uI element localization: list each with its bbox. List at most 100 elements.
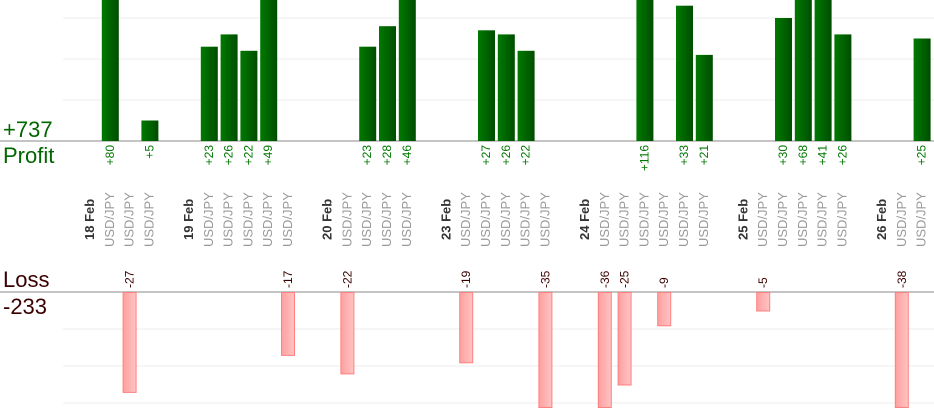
profit-bar xyxy=(379,26,396,142)
date-label: 26 Feb xyxy=(874,199,889,240)
profit-bar xyxy=(676,5,693,142)
pair-label: USD/JPY xyxy=(122,192,137,247)
profit-bar xyxy=(240,50,258,141)
profit-bar xyxy=(497,34,515,141)
profit-bar xyxy=(141,120,159,141)
pair-label: USD/JPY xyxy=(894,192,909,247)
pair-label: USD/JPY xyxy=(795,192,810,247)
pair-label: USD/JPY xyxy=(755,192,770,247)
loss-value-label: -17 xyxy=(281,270,295,288)
date-label: 25 Feb xyxy=(735,199,750,240)
pair-label: USD/JPY xyxy=(537,192,552,247)
loss-value-label: -35 xyxy=(538,270,552,288)
pair-label: USD/JPY xyxy=(597,192,612,247)
loss-bar xyxy=(894,292,909,408)
profit-value-label: +49 xyxy=(261,145,275,166)
profit-value-label: +23 xyxy=(360,145,374,166)
loss-bar xyxy=(617,292,632,386)
loss-bar xyxy=(459,292,474,364)
loss-value-label: -25 xyxy=(618,270,632,288)
profit-bar xyxy=(814,0,832,141)
loss-bar xyxy=(597,292,612,408)
pair-label: USD/JPY xyxy=(359,192,374,247)
pair-label: USD/JPY xyxy=(478,192,493,247)
pair-label: USD/JPY xyxy=(656,192,671,247)
loss-bar xyxy=(281,292,295,356)
loss-bar xyxy=(538,292,553,408)
profit-bar xyxy=(220,34,238,141)
profit-value-label: +26 xyxy=(222,145,236,166)
date-label: 18 Feb xyxy=(82,199,97,240)
loss-bar xyxy=(756,292,771,312)
loss-value-label: -5 xyxy=(756,277,770,288)
profit-bar xyxy=(913,38,931,141)
pair-label: USD/JPY xyxy=(201,192,216,247)
profit-value-label: +26 xyxy=(499,145,513,166)
pair-label: USD/JPY xyxy=(676,192,691,247)
profit-value-label: +33 xyxy=(677,145,691,166)
pair-label: USD/JPY xyxy=(102,192,117,247)
profit-value-label: +27 xyxy=(479,145,493,166)
profit-bar xyxy=(636,0,654,141)
loss-bar xyxy=(657,292,672,327)
profit-bar xyxy=(794,0,812,141)
profit-bar xyxy=(695,54,713,141)
profit-value-label: +26 xyxy=(835,145,849,166)
pair-label: USD/JPY xyxy=(458,192,473,247)
loss-bar xyxy=(122,292,137,393)
pair-label: USD/JPY xyxy=(339,192,354,247)
profit-label: Profit xyxy=(3,143,55,168)
profit-bar xyxy=(478,30,495,141)
date-label: 24 Feb xyxy=(577,199,592,240)
profit-value-label: +41 xyxy=(816,145,830,166)
pair-label: USD/JPY xyxy=(240,192,255,247)
loss-value-label: -36 xyxy=(598,270,612,288)
date-label: 20 Feb xyxy=(320,199,335,240)
date-label: 19 Feb xyxy=(181,199,196,240)
loss-value-label: -27 xyxy=(123,270,137,288)
loss-value-label: -9 xyxy=(657,277,671,288)
pair-label: USD/JPY xyxy=(775,192,790,247)
pair-label: USD/JPY xyxy=(141,192,156,247)
profit-bar xyxy=(517,50,535,141)
profit-value-label: +25 xyxy=(915,145,929,166)
profit-value-label: +68 xyxy=(796,145,810,166)
profit-bar xyxy=(200,46,218,142)
loss-value-label: -19 xyxy=(459,270,473,288)
profit-value-label: +21 xyxy=(697,145,711,166)
loss-value-label: -22 xyxy=(340,270,354,288)
pair-label: USD/JPY xyxy=(914,192,929,247)
pair-label: USD/JPY xyxy=(636,192,651,247)
pair-label: USD/JPY xyxy=(280,192,295,247)
loss-value-label: -38 xyxy=(895,270,909,288)
profit-bar xyxy=(775,18,792,141)
profit-total: +737 xyxy=(3,117,53,142)
profit-value-label: +116 xyxy=(637,145,651,171)
pair-label: USD/JPY xyxy=(696,192,711,247)
pair-label: USD/JPY xyxy=(379,192,394,247)
pair-label: USD/JPY xyxy=(498,192,513,247)
pair-label: USD/JPY xyxy=(617,192,632,247)
loss-bar xyxy=(340,292,355,375)
profit-value-label: +22 xyxy=(519,145,533,166)
pair-label: USD/JPY xyxy=(221,192,236,247)
profit-bar xyxy=(834,34,852,141)
pair-label: USD/JPY xyxy=(834,192,849,247)
profit-value-label: +23 xyxy=(202,145,216,166)
pair-label: USD/JPY xyxy=(260,192,275,247)
date-label: 23 Feb xyxy=(438,199,453,240)
profit-value-label: +28 xyxy=(380,145,394,166)
profit-value-label: +22 xyxy=(241,145,255,166)
profit-value-label: +80 xyxy=(103,145,117,166)
pair-label: USD/JPY xyxy=(815,192,830,247)
loss-label: Loss xyxy=(3,267,50,292)
profit-bar xyxy=(101,0,119,141)
pair-label: USD/JPY xyxy=(399,192,414,247)
profit-value-label: +30 xyxy=(776,145,790,166)
profit-bar xyxy=(398,0,416,141)
profit-value-label: +46 xyxy=(400,145,414,166)
loss-total: -233 xyxy=(3,294,48,319)
profit-bar xyxy=(359,46,377,142)
profit-bar xyxy=(260,0,278,141)
